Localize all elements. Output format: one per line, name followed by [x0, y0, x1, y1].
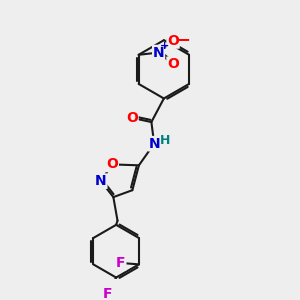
Text: N: N [148, 137, 160, 151]
Text: F: F [103, 287, 112, 300]
Text: O: O [126, 111, 138, 125]
Text: O: O [106, 158, 118, 171]
Text: N: N [95, 174, 107, 188]
Text: F: F [116, 256, 126, 270]
Text: −: − [176, 31, 190, 49]
Text: +: + [160, 41, 169, 52]
Text: H: H [160, 134, 170, 147]
Text: O: O [167, 34, 179, 48]
Text: N: N [153, 46, 164, 60]
Text: O: O [167, 57, 179, 71]
